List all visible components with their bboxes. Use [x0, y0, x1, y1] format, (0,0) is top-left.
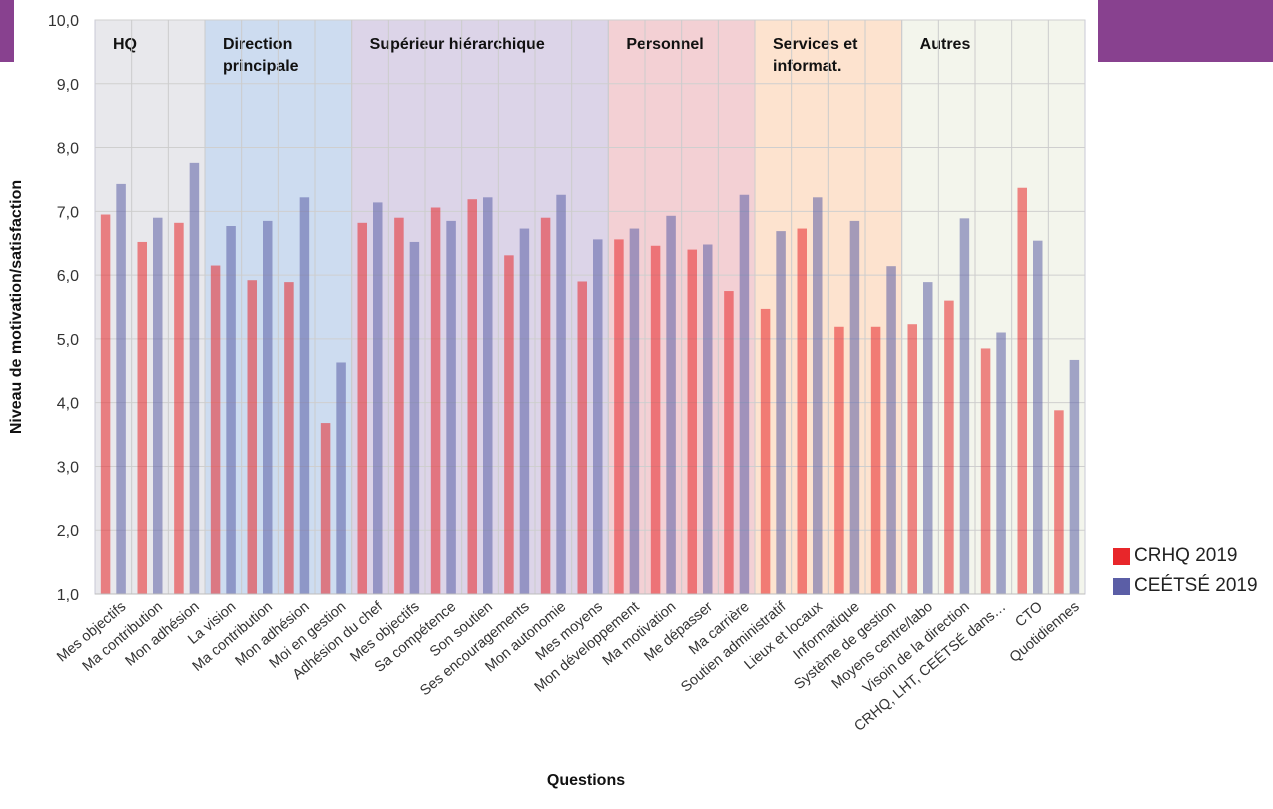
bar-ceetse	[1033, 240, 1043, 594]
bar-ceetse	[189, 162, 200, 594]
bar-ceetse	[703, 244, 713, 594]
legend-item-ceetse: CEÉTSÉ 2019	[1113, 571, 1258, 601]
bar-crhq	[394, 217, 404, 594]
bar-ceetse	[813, 197, 823, 594]
bar-crhq	[210, 265, 221, 594]
group-band	[94, 19, 206, 595]
legend-label-ceetse: CEÉTSÉ 2019	[1134, 575, 1258, 596]
bar-ceetse	[116, 183, 126, 595]
bar-crhq	[724, 291, 734, 594]
y-tick-label: 7,0	[57, 204, 79, 221]
bar-ceetse	[373, 202, 383, 594]
group-label: Direction	[223, 36, 292, 53]
bar-ceetse	[409, 241, 420, 595]
bar-crhq	[944, 300, 954, 594]
bar-crhq	[1017, 187, 1027, 595]
x-axis-label: Questions	[546, 772, 626, 789]
group-label: Autres	[920, 36, 971, 53]
y-tick-label: 6,0	[57, 268, 79, 285]
bar-ceetse	[629, 228, 640, 594]
bar-ceetse	[446, 220, 456, 594]
bar-crhq	[687, 249, 697, 594]
bar-crhq	[980, 348, 991, 594]
group-band	[351, 19, 609, 595]
bar-ceetse	[996, 332, 1006, 594]
bar-crhq	[357, 222, 367, 594]
bar-ceetse	[299, 197, 310, 594]
x-tick-label: Quotidiennes	[1007, 599, 1083, 666]
y-axis-label: Niveau de motivation/satisfaction	[8, 179, 25, 435]
y-tick-label: 9,0	[57, 77, 79, 94]
bar-crhq	[797, 228, 807, 594]
legend-label-crhq: CRHQ 2019	[1134, 545, 1238, 566]
y-tick-label: 1,0	[57, 587, 79, 604]
bar-crhq	[504, 255, 514, 594]
bar-crhq	[614, 239, 624, 594]
bar-crhq	[284, 282, 294, 594]
bar-ceetse	[483, 197, 493, 594]
group-label: Supérieur hiérarchique	[370, 36, 545, 53]
bar-ceetse	[666, 215, 676, 594]
bar-crhq	[467, 199, 477, 594]
bar-crhq	[137, 241, 147, 595]
bar-ceetse	[556, 194, 566, 595]
legend-swatch-ceetse	[1113, 577, 1130, 595]
bar-crhq	[174, 222, 184, 594]
bar-ceetse	[739, 194, 750, 595]
bar-crhq	[834, 326, 844, 594]
y-tick-label: 8,0	[57, 141, 79, 158]
bar-ceetse	[226, 226, 236, 594]
decorative-tab-left	[0, 0, 14, 62]
group-label: informat.	[773, 58, 841, 75]
bar-crhq	[540, 217, 551, 594]
bar-crhq	[247, 280, 257, 594]
group-label: HQ	[113, 36, 137, 53]
bar-ceetse	[519, 228, 530, 594]
y-tick-label: 4,0	[57, 396, 79, 413]
decorative-tab-right	[1098, 0, 1273, 62]
group-label: Services et	[773, 36, 858, 53]
bar-ceetse	[923, 282, 933, 594]
bar-crhq	[760, 308, 771, 594]
bar-crhq	[1054, 410, 1064, 594]
bar-ceetse	[263, 220, 273, 594]
bar-crhq	[430, 207, 441, 595]
legend-swatch-crhq	[1113, 547, 1130, 565]
bar-ceetse	[593, 239, 603, 594]
bar-ceetse	[776, 231, 786, 595]
bar-ceetse	[153, 217, 163, 594]
legend-item-crhq: CRHQ 2019	[1113, 541, 1258, 571]
chart-legend: CRHQ 2019 CEÉTSÉ 2019	[1113, 541, 1258, 601]
bar-crhq	[907, 324, 917, 594]
group-label: Personnel	[626, 36, 703, 53]
bar-ceetse	[849, 220, 860, 594]
bar-crhq	[320, 423, 331, 594]
bar-crhq	[577, 281, 587, 594]
y-tick-label: 10,0	[48, 13, 79, 30]
bar-crhq	[650, 245, 661, 595]
bar-ceetse	[886, 266, 896, 594]
bar-ceetse	[1069, 359, 1080, 594]
group-label: principale	[223, 58, 299, 75]
y-tick-label: 2,0	[57, 523, 79, 540]
bar-crhq	[870, 326, 881, 594]
bar-crhq	[100, 214, 111, 594]
y-tick-label: 3,0	[57, 459, 79, 476]
bar-ceetse	[336, 362, 346, 594]
y-tick-label: 5,0	[57, 332, 79, 349]
bar-ceetse	[959, 218, 970, 595]
